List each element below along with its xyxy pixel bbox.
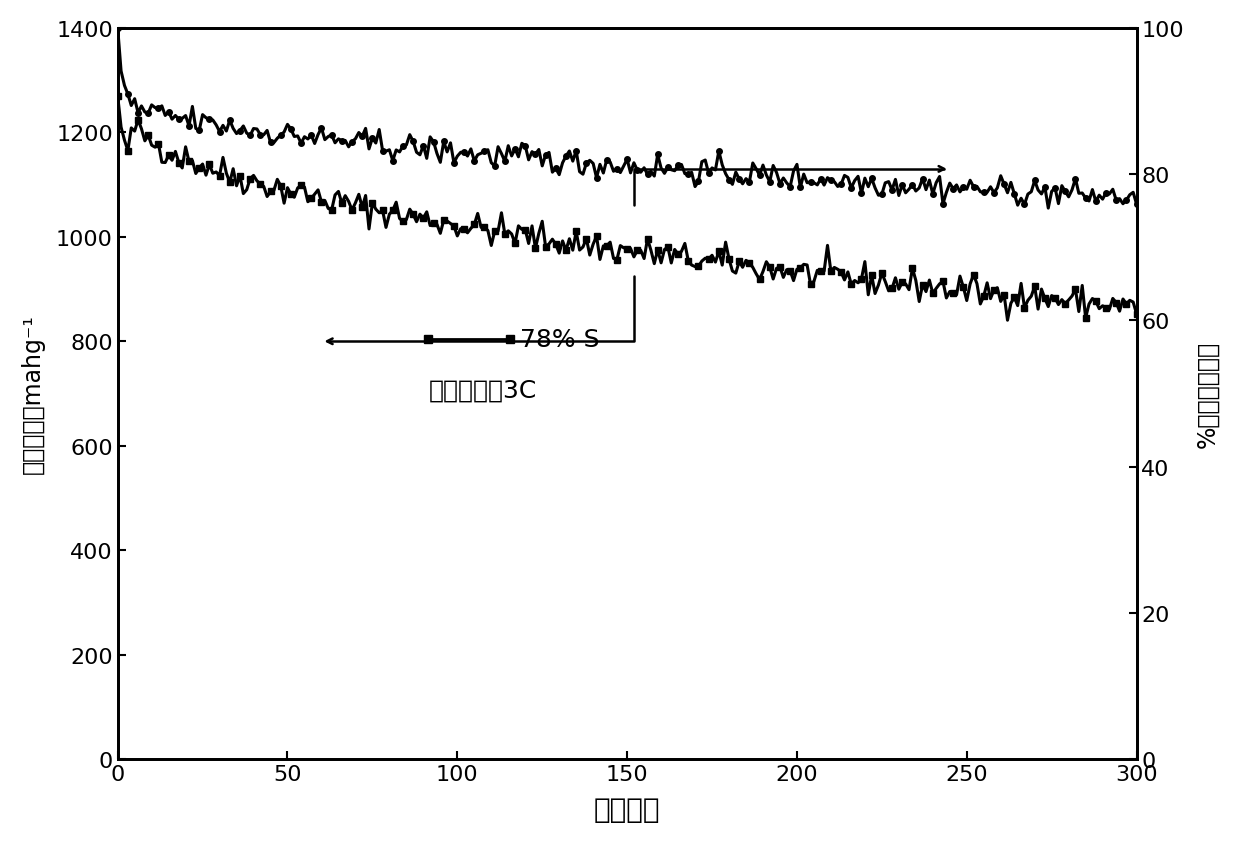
- Text: 放电倍率：3C: 放电倍率：3C: [429, 378, 537, 403]
- Y-axis label: %／容量保持率: %／容量保持率: [1195, 340, 1219, 447]
- Y-axis label: 放电容量／mahg⁻¹: 放电容量／mahg⁻¹: [21, 314, 45, 473]
- X-axis label: 循环次数: 循环次数: [594, 795, 661, 823]
- Text: 78% S: 78% S: [520, 327, 600, 351]
